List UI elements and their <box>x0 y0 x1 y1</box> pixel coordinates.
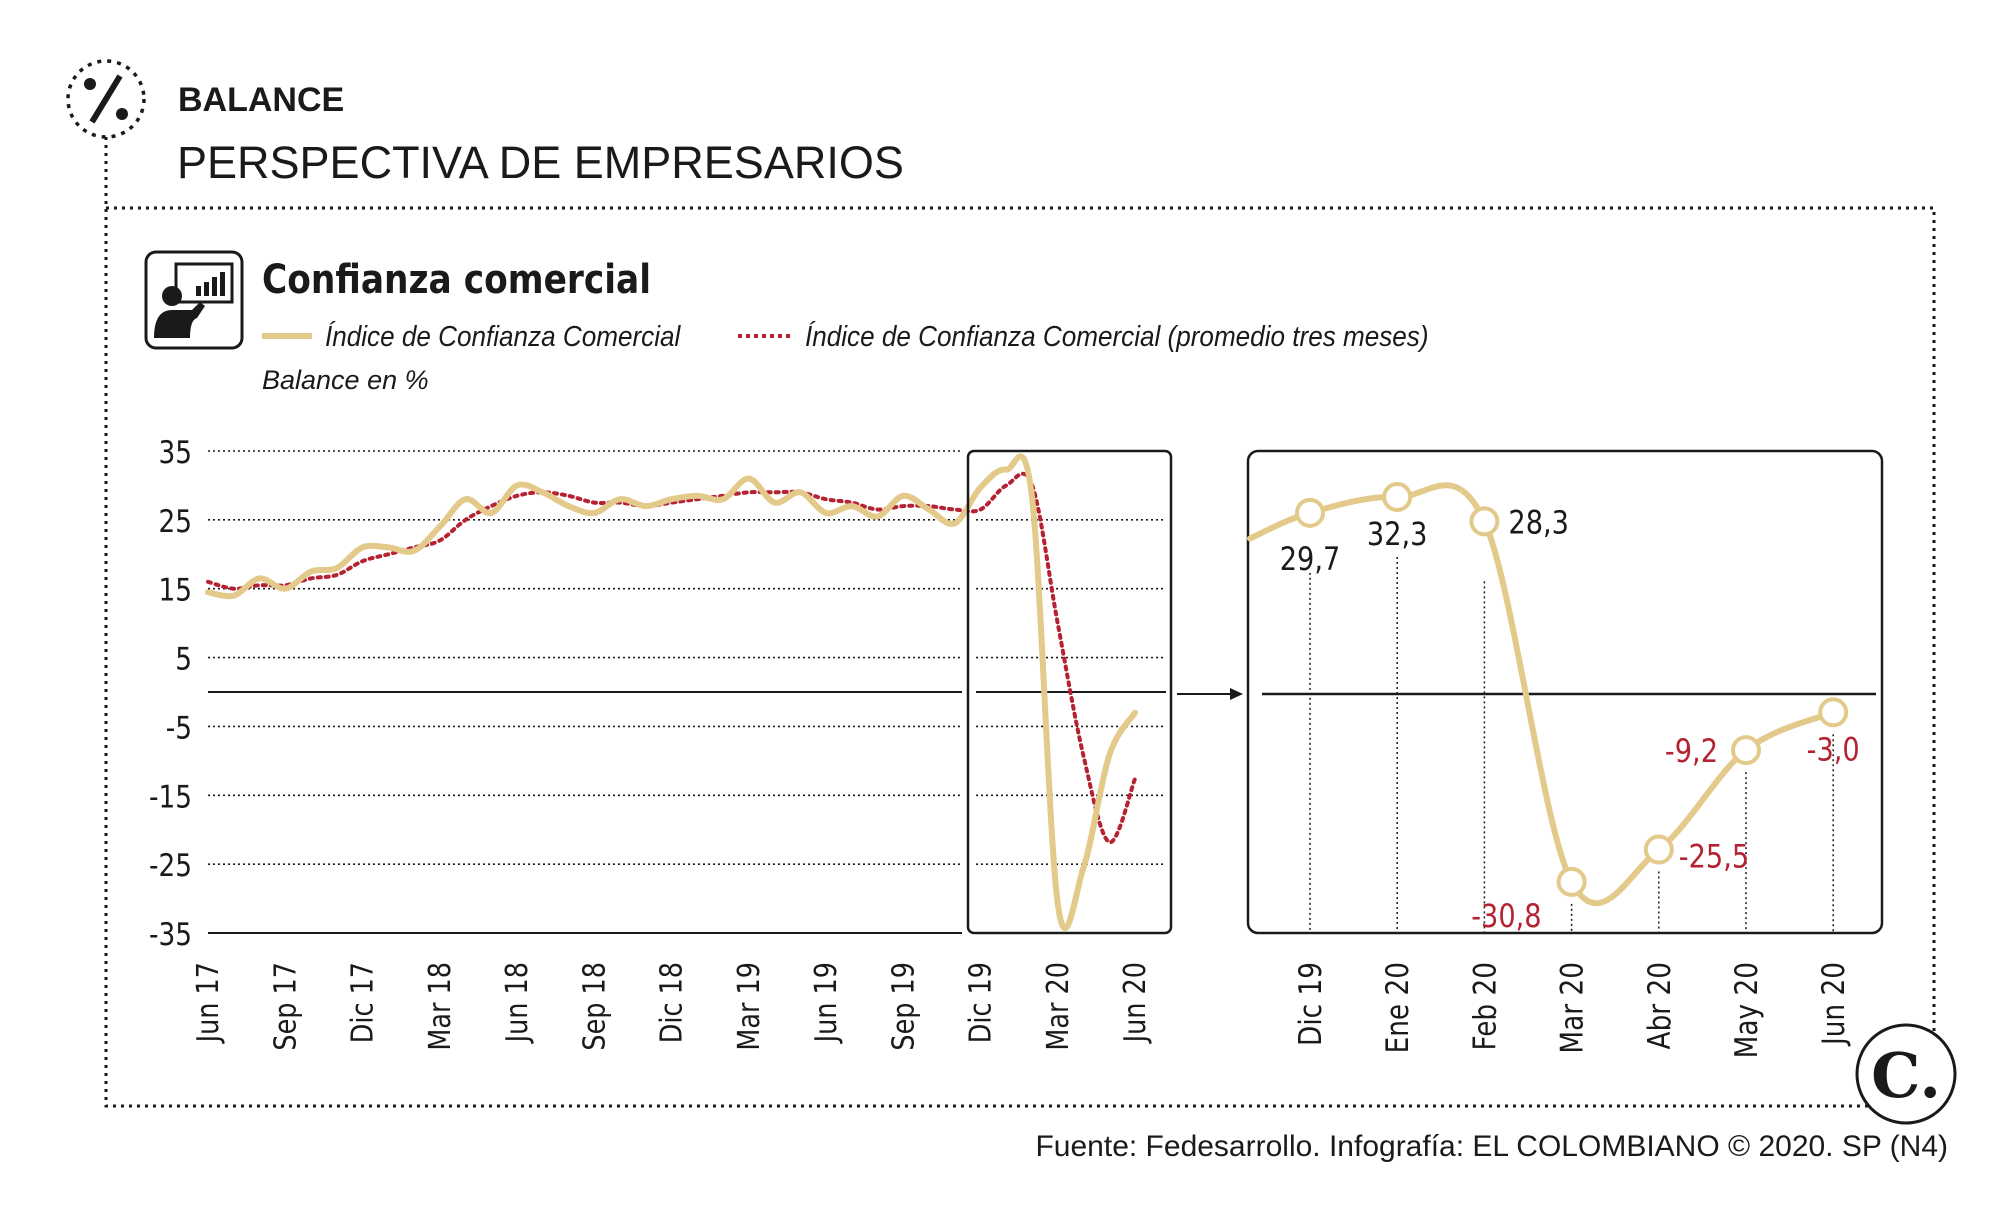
detail-series <box>1247 482 1837 907</box>
x-tick-label: Jun 20 <box>1815 962 1852 1047</box>
x-tick-label: May 20 <box>1728 962 1765 1058</box>
series-index-line <box>205 453 1138 932</box>
main-gridlines <box>208 450 1166 934</box>
data-point <box>1382 481 1413 512</box>
detail-frame <box>1246 449 1884 935</box>
y-tick-label: -25 <box>149 847 192 884</box>
section-label: BALANCE <box>178 81 344 119</box>
x-tick-label: Mar 20 <box>1554 962 1591 1054</box>
x-tick-label: Dic 19 <box>962 962 998 1043</box>
data-label: -3,0 <box>1807 731 1860 769</box>
data-point <box>1469 506 1500 537</box>
main-y-axis: 35 25 15 5 -5 -15 -25 -35 <box>149 434 192 953</box>
x-tick-label: Jun 20 <box>1117 962 1153 1044</box>
unit-label: Balance en % <box>262 365 429 395</box>
y-tick-label: 15 <box>158 572 192 609</box>
logo-letter: C. <box>1871 1039 1941 1112</box>
presenter-chart-icon <box>144 250 244 350</box>
x-tick-label: Jun 19 <box>808 962 844 1044</box>
header: BALANCE PERSPECTIVA DE EMPRESARIOS <box>66 59 904 206</box>
legend-label-average: Índice de Confianza Comercial (promedio … <box>805 320 1429 353</box>
detail-dropdown-lines <box>1309 556 1834 933</box>
y-tick-label: 25 <box>158 503 192 540</box>
y-tick-label: -5 <box>166 709 192 746</box>
x-tick-label: Mar 19 <box>731 962 767 1051</box>
zoom-box <box>966 449 1173 935</box>
detail-index-line <box>1247 482 1837 907</box>
detail-chart: 29,7 32,3 28,3 -30,8 -25,5 -9,2 -3,0 Dic 19 Ene… <box>1246 449 1884 1058</box>
data-label: 32,3 <box>1367 516 1428 554</box>
x-tick-label: Sep 19 <box>885 962 921 1051</box>
series-average-line <box>206 471 1137 845</box>
logo: C. <box>1855 1023 1957 1125</box>
data-point <box>1643 834 1674 865</box>
source-credit: Fuente: Fedesarrollo. Infografía: EL COL… <box>1035 1130 1948 1163</box>
data-point <box>1295 497 1325 528</box>
percent-icon <box>66 59 146 139</box>
panel-header: Confianza comercial Índice de Confianza … <box>144 250 1429 395</box>
data-label: 29,7 <box>1280 541 1341 579</box>
x-tick-label: Jun 18 <box>499 962 535 1044</box>
panel-title: Confianza comercial <box>262 255 651 302</box>
data-point <box>1731 735 1761 766</box>
data-label: -30,8 <box>1471 898 1541 936</box>
x-tick-label: Ene 20 <box>1379 962 1416 1053</box>
data-label: -9,2 <box>1665 733 1718 771</box>
data-point <box>1818 697 1849 728</box>
data-label: 28,3 <box>1508 504 1569 542</box>
legend-label-index: Índice de Confianza Comercial <box>325 320 681 353</box>
data-label: -25,5 <box>1679 838 1749 876</box>
x-tick-label: Mar 18 <box>422 962 458 1051</box>
y-tick-label: -15 <box>149 778 192 815</box>
footer: C. Fuente: Fedesarrollo. Infografía: EL … <box>1035 1023 1957 1163</box>
y-tick-label: -35 <box>149 916 192 953</box>
main-series <box>205 453 1138 932</box>
detail-points <box>1295 481 1849 897</box>
y-tick-label: 35 <box>158 434 192 471</box>
dotted-frame <box>104 206 1936 1108</box>
y-tick-label: 5 <box>175 640 192 677</box>
detail-data-labels: 29,7 32,3 28,3 -30,8 -25,5 -9,2 -3,0 <box>1280 504 1860 935</box>
x-tick-label: Dic 18 <box>653 962 689 1043</box>
x-tick-label: Sep 17 <box>267 962 303 1051</box>
x-tick-label: Dic 19 <box>1292 962 1329 1046</box>
x-tick-label: Feb 20 <box>1466 962 1503 1051</box>
zoom-arrow <box>1177 688 1243 700</box>
main-x-axis: Jun 17 Sep 17 Dic 17 Mar 18 Jun 18 Sep 18 Dic … <box>190 962 1153 1051</box>
x-tick-label: Mar 20 <box>1040 962 1076 1051</box>
x-tick-label: Abr 20 <box>1641 962 1678 1049</box>
page-title: PERSPECTIVA DE EMPRESARIOS <box>177 137 904 188</box>
x-tick-label: Dic 17 <box>344 962 380 1043</box>
detail-x-axis: Dic 19 Ene 20 Feb 20 Mar 20 Abr 20 May 20 Jun … <box>1292 962 1852 1058</box>
x-tick-label: Sep 18 <box>576 962 612 1051</box>
main-chart: 35 25 15 5 -5 -15 -25 -35 Jun 17 Sep 17 Dic 17 Mar… <box>149 434 1173 1051</box>
x-tick-label: Jun 17 <box>190 962 226 1044</box>
data-point <box>1556 866 1587 897</box>
